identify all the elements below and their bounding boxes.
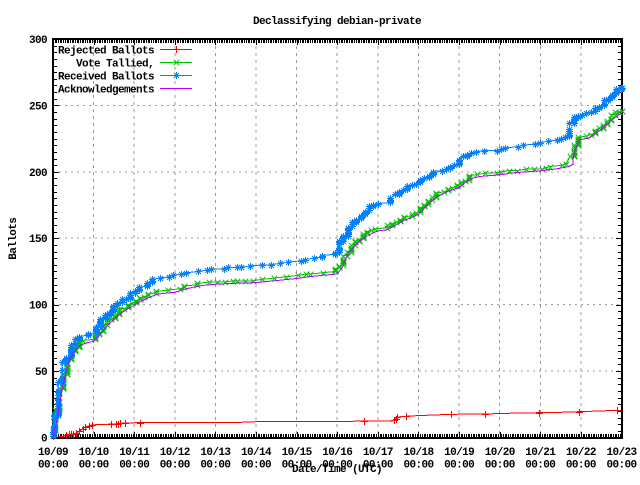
svg-text:10/11: 10/11 xyxy=(119,447,150,459)
svg-text:00:00: 00:00 xyxy=(606,460,636,472)
svg-text:00:00: 00:00 xyxy=(322,460,352,472)
svg-text:Received Ballots: Received Ballots xyxy=(58,72,154,84)
svg-text:150: 150 xyxy=(29,234,47,246)
svg-text:00:00: 00:00 xyxy=(566,460,596,472)
svg-text:0: 0 xyxy=(41,434,47,446)
svg-text:00:00: 00:00 xyxy=(200,460,230,472)
svg-text:Declassifying debian-private: Declassifying debian-private xyxy=(253,16,422,28)
svg-text:10/17: 10/17 xyxy=(363,447,393,459)
svg-text:10/18: 10/18 xyxy=(403,447,434,459)
svg-text:300: 300 xyxy=(29,35,47,47)
svg-text:10/09: 10/09 xyxy=(38,447,68,459)
svg-text:Ballots: Ballots xyxy=(8,218,20,260)
svg-text:10/22: 10/22 xyxy=(566,447,596,459)
svg-text:00:00: 00:00 xyxy=(38,460,68,472)
svg-text:Vote Tallied,: Vote Tallied, xyxy=(76,59,154,71)
svg-text:50: 50 xyxy=(35,367,47,379)
svg-text:Acknowledgements: Acknowledgements xyxy=(58,85,154,97)
svg-text:100: 100 xyxy=(29,301,47,313)
svg-text:00:00: 00:00 xyxy=(444,460,474,472)
svg-text:10/19: 10/19 xyxy=(444,447,474,459)
svg-text:00:00: 00:00 xyxy=(241,460,271,472)
svg-text:00:00: 00:00 xyxy=(403,460,433,472)
svg-text:10/21: 10/21 xyxy=(525,447,556,459)
svg-text:250: 250 xyxy=(29,101,47,113)
svg-text:Date/Time (UTC): Date/Time (UTC) xyxy=(292,464,382,476)
svg-text:00:00: 00:00 xyxy=(79,460,109,472)
svg-text:10/14: 10/14 xyxy=(241,447,272,459)
svg-text:200: 200 xyxy=(29,168,47,180)
svg-text:10/23: 10/23 xyxy=(606,447,637,459)
svg-text:10/20: 10/20 xyxy=(485,447,515,459)
svg-text:10/16: 10/16 xyxy=(322,447,352,459)
svg-text:00:00: 00:00 xyxy=(525,460,555,472)
svg-text:00:00: 00:00 xyxy=(160,460,190,472)
svg-text:00:00: 00:00 xyxy=(282,460,312,472)
svg-text:Rejected Ballots: Rejected Ballots xyxy=(58,46,154,58)
svg-text:10/15: 10/15 xyxy=(282,447,313,459)
svg-text:00:00: 00:00 xyxy=(485,460,515,472)
svg-text:00:00: 00:00 xyxy=(363,460,393,472)
svg-text:10/10: 10/10 xyxy=(79,447,109,459)
svg-text:10/13: 10/13 xyxy=(200,447,231,459)
svg-text:00:00: 00:00 xyxy=(119,460,149,472)
svg-text:10/12: 10/12 xyxy=(160,447,190,459)
